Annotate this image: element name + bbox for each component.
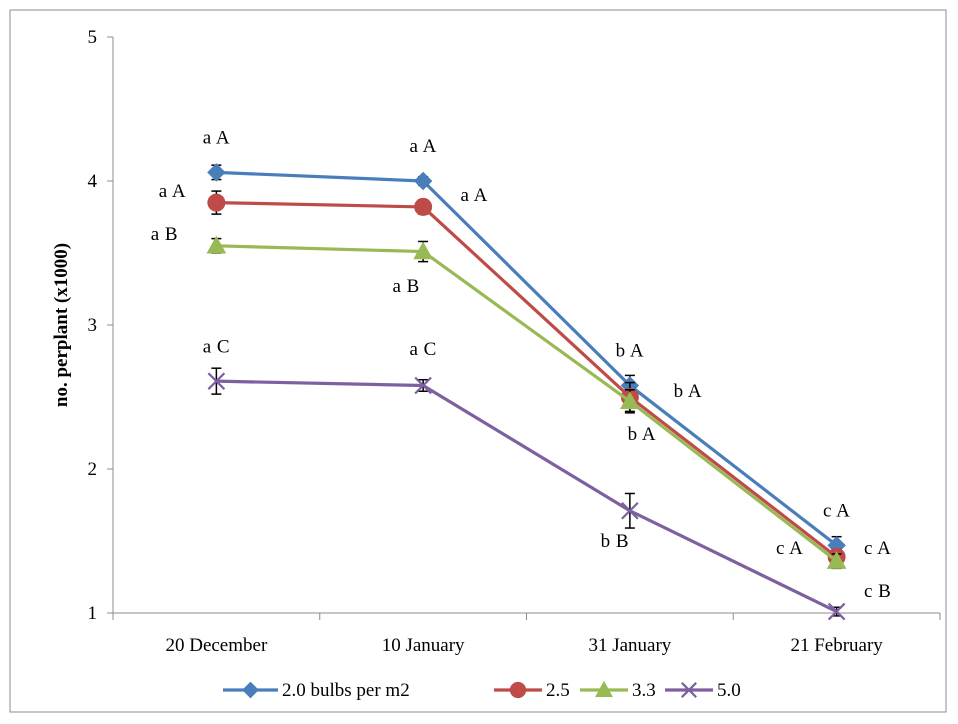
y-tick-label: 3: [88, 315, 98, 336]
data-point: [620, 391, 640, 410]
significance-label: a A: [409, 136, 436, 157]
significance-label: a A: [460, 185, 487, 206]
y-tick-label: 1: [88, 603, 98, 624]
legend-item-2: 2.5: [494, 680, 570, 701]
x-marker-stroke: [681, 682, 697, 698]
data-point: [207, 163, 226, 182]
annotation-group: a A a A a B a C a A a A a B a C b A b A b A b B c A c…: [151, 128, 891, 603]
series-line: [216, 244, 838, 563]
legend-label: 3.3: [632, 680, 656, 701]
significance-label: a B: [392, 276, 419, 297]
legend-swatch-marker: [595, 680, 613, 697]
x-marker-stroke: [621, 501, 639, 520]
significance-label: c A: [823, 501, 850, 522]
significance-label: b A: [674, 381, 702, 402]
data-point: [413, 171, 433, 191]
series-line: [216, 379, 838, 613]
significance-label: a A: [203, 128, 230, 149]
series-line: [216, 201, 838, 559]
legend-item-3: 3.3: [580, 680, 656, 701]
legend-item-4: 5.0: [665, 680, 741, 701]
series-group: [206, 163, 847, 621]
significance-label: a C: [203, 336, 230, 357]
series-line: [216, 170, 838, 547]
chart-frame: [9, 9, 947, 713]
legend-label: 2.5: [546, 680, 570, 701]
legend-item-1: 2.0 bulbs per m2: [223, 680, 410, 701]
data-point: [826, 551, 847, 569]
legend: 2.0 bulbs per m2 2.5 3.3 5.0: [223, 680, 741, 701]
series-4: [207, 367, 846, 621]
y-tick-label: 2: [88, 459, 98, 480]
x-marker-stroke: [207, 372, 226, 390]
significance-label: a B: [151, 224, 178, 245]
data-point: [413, 241, 433, 260]
significance-label: c A: [776, 538, 803, 559]
x-tick-label: 31 January: [588, 635, 671, 656]
significance-label: c B: [864, 581, 891, 602]
y-axis-title-group: no. perplant (x1000): [51, 243, 72, 407]
legend-label: 5.0: [717, 680, 741, 701]
data-point: [414, 376, 432, 395]
data-point: [207, 372, 226, 390]
x-marker-stroke: [827, 602, 846, 621]
y-axis-title: no. perplant (x1000): [51, 243, 72, 407]
series-3: [206, 235, 847, 570]
significance-label: b A: [616, 341, 644, 362]
data-point: [207, 193, 226, 212]
x-marker-stroke: [414, 376, 432, 395]
y-tick-label: 5: [88, 27, 98, 48]
data-point: [621, 501, 639, 520]
legend-swatch-marker: [242, 681, 259, 699]
x-tick-label: 21 February: [790, 635, 883, 656]
data-point: [206, 235, 227, 254]
legend-swatch-marker: [681, 682, 697, 698]
significance-label: a C: [409, 339, 436, 360]
data-point: [414, 197, 433, 216]
significance-label: a A: [159, 181, 186, 202]
axes: 1 2 3 4 5 20 December 10 January 31 January 21 F…: [88, 27, 941, 656]
y-tick-label: 4: [88, 171, 98, 192]
significance-label: b A: [628, 424, 656, 445]
data-point: [827, 602, 846, 621]
significance-label: b B: [601, 531, 629, 552]
significance-label: c A: [864, 538, 891, 559]
legend-swatch-marker: [509, 681, 527, 699]
legend-label: 2.0 bulbs per m2: [282, 680, 410, 701]
x-tick-label: 10 January: [382, 635, 465, 656]
x-tick-label: 20 December: [165, 635, 267, 656]
